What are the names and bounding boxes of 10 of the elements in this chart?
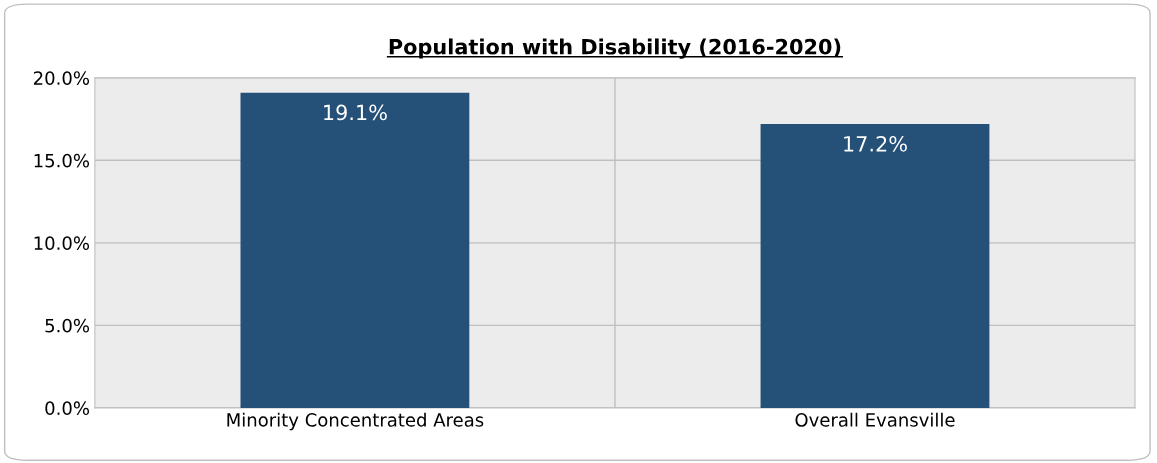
chart-title: Population with Disability (2016-2020) xyxy=(389,38,841,59)
x-tick-label: Overall Evansville xyxy=(795,412,955,427)
y-tick-label: 5.0% xyxy=(45,318,90,333)
data-label: 19.1% xyxy=(324,104,387,121)
y-tick-label: 15.0% xyxy=(34,153,90,168)
x-tick-label: Minority Concentrated Areas xyxy=(227,412,484,431)
y-tick-label: 20.0% xyxy=(33,71,90,85)
y-tick-label: 10.0% xyxy=(34,236,90,250)
y-tick-label: 0.0% xyxy=(45,401,90,416)
data-label: 17.2% xyxy=(844,135,907,152)
